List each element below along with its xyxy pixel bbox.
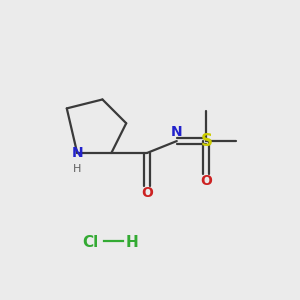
Text: H: H	[126, 235, 139, 250]
Text: O: O	[141, 186, 153, 200]
Text: N: N	[71, 146, 83, 160]
Text: H: H	[73, 164, 81, 174]
Text: O: O	[200, 174, 212, 188]
Text: Cl: Cl	[82, 235, 99, 250]
Text: S: S	[200, 132, 212, 150]
Text: N: N	[171, 125, 183, 139]
